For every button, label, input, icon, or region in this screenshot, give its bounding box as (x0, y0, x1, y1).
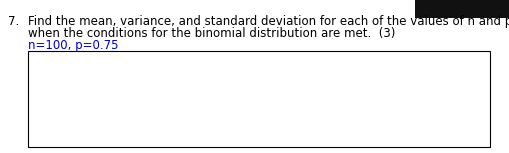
Bar (415, 0, 509, 18)
Bar (28, 51, 490, 147)
Text: 7.: 7. (8, 15, 19, 28)
Text: Find the mean, variance, and standard deviation for each of the values of n and : Find the mean, variance, and standard de… (28, 15, 509, 28)
Text: when the conditions for the binomial distribution are met.  (3): when the conditions for the binomial dis… (28, 27, 395, 40)
Text: n=100, p=0.75: n=100, p=0.75 (28, 39, 119, 52)
